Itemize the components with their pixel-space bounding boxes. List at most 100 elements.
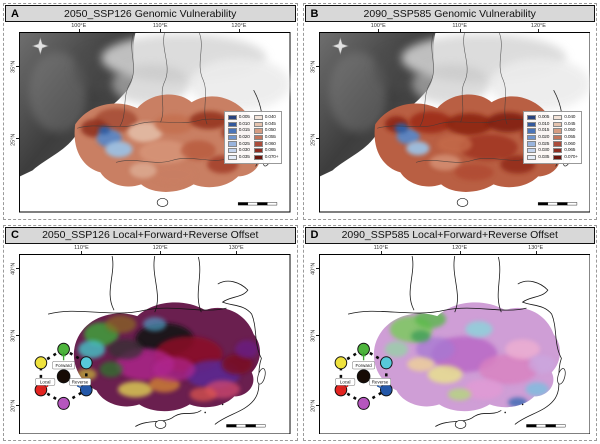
- compass-icon: [31, 37, 49, 55]
- legend-value: 0.060: [264, 141, 276, 147]
- map-d: 110°E 120°E 130°E 40°N 30°N 20°N: [310, 245, 590, 434]
- forward-label: Forward: [55, 362, 72, 367]
- legend-swatch: [227, 147, 237, 154]
- legend-value: 0.025: [238, 141, 250, 147]
- legend-swatch: [527, 121, 537, 127]
- terrain-hillshade: [319, 33, 590, 177]
- scale-bar: [537, 202, 577, 206]
- x-tick: 100°E: [370, 23, 386, 29]
- hainan-island: [454, 419, 466, 429]
- legend-low-ramp: 0.005 0.010 0.015 0.020 0.025 0.030 0.03…: [227, 114, 250, 160]
- legend-swatch: [527, 154, 537, 160]
- panel-d-header: D 2090_SSP585 Local+Forward+Reverse Offs…: [304, 226, 595, 244]
- panel-title: 2050_SSP126 Local+Forward+Reverse Offset: [42, 229, 259, 241]
- legend-swatch: [253, 147, 263, 154]
- taiwan-island: [556, 367, 566, 384]
- x-tick: 100°E: [71, 23, 87, 29]
- legend-high-ramp: 0.040 0.045 0.050 0.055 0.060 0.065 0.07…: [253, 114, 279, 160]
- map-c-canvas: Forward Local Reverse: [19, 253, 291, 434]
- legend-value: 0.050: [564, 128, 576, 134]
- reverse-arrow-icon: [380, 385, 385, 391]
- legend-high-ramp: 0.040 0.045 0.050 0.055 0.060 0.065 0.07…: [553, 114, 578, 160]
- legend-swatch: [527, 147, 537, 154]
- x-tick: 120°E: [152, 244, 168, 251]
- x-tick: 120°E: [530, 23, 546, 29]
- legend-value: 0.005: [538, 115, 550, 121]
- offset-surface: [73, 301, 261, 411]
- legend-value: 0.055: [264, 134, 276, 140]
- legend-value: 0.035: [538, 154, 550, 160]
- legend-swatch: [553, 115, 563, 121]
- offset-surface: [373, 301, 560, 411]
- legend-swatch: [527, 128, 537, 134]
- local-arrow-icon: [339, 385, 345, 391]
- province-borders: [47, 255, 266, 429]
- local-node: [34, 382, 48, 396]
- legend-swatch: [227, 141, 237, 147]
- legend-value: 0.010: [238, 121, 250, 127]
- vulnerability-surface: [374, 94, 561, 192]
- ring-node: [79, 355, 93, 369]
- legend-swatch: [253, 121, 263, 127]
- panel-a-header: A 2050_SSP126 Genomic Vulnerability: [5, 5, 296, 22]
- local-node: [334, 382, 347, 396]
- legend-value: 0.070+: [264, 154, 279, 160]
- legend-value: 0.015: [238, 128, 250, 134]
- ring-node: [356, 396, 370, 410]
- legend-value: 0.035: [238, 154, 250, 160]
- local-arrow-icon: [39, 385, 45, 391]
- hainan-island: [456, 198, 468, 207]
- panel-c: C 2050_SSP126 Local+Forward+Reverse Offs…: [3, 224, 298, 441]
- forward-arrow-icon: [61, 351, 67, 356]
- legend-swatch: [227, 134, 237, 141]
- hainan-island: [154, 419, 167, 429]
- vulnerability-legend: 0.005 0.010 0.015 0.020 0.025 0.030 0.03…: [523, 111, 582, 164]
- compass-icon: [331, 37, 349, 55]
- panel-title: 2050_SSP126 Genomic Vulnerability: [64, 7, 237, 20]
- x-tick: 120°E: [452, 244, 468, 251]
- legend-value: 0.040: [564, 115, 576, 121]
- legend-value: 0.045: [564, 121, 576, 127]
- legend-value: 0.005: [238, 115, 250, 121]
- hainan-island: [156, 198, 169, 207]
- legend-value: 0.025: [538, 141, 550, 147]
- legend-swatch: [227, 121, 237, 127]
- panel-letter: A: [11, 7, 19, 20]
- legend-swatch: [527, 134, 537, 141]
- legend-value: 0.065: [564, 148, 576, 154]
- legend-value: 0.060: [564, 141, 576, 147]
- x-tick: 130°E: [528, 244, 544, 251]
- offset-wheel-legend: Forward Local Reverse: [334, 342, 393, 410]
- legend-swatch: [553, 154, 563, 160]
- legend-value: 0.030: [538, 148, 550, 154]
- map-c: 110°E 120°E 130°E 40°N 30°N 20°N: [10, 245, 291, 434]
- x-tick: 110°E: [452, 23, 467, 29]
- legend-swatch: [253, 141, 263, 147]
- legend-swatch: [527, 115, 537, 121]
- map-d-canvas: Forward Local Reverse: [318, 253, 590, 434]
- legend-swatch: [553, 134, 563, 141]
- panel-letter: C: [11, 229, 19, 241]
- legend-low-ramp: 0.005 0.010 0.015 0.020 0.025 0.030 0.03…: [527, 114, 549, 160]
- legend-swatch: [553, 147, 563, 154]
- legend-swatch: [253, 154, 263, 160]
- legend-value: 0.030: [238, 148, 250, 154]
- ring-node: [334, 355, 347, 369]
- map-a: 100°E 110°E 120°E 35°N 25°N: [10, 23, 291, 213]
- center-node: [56, 368, 71, 383]
- legend-swatch: [553, 141, 563, 147]
- ring-node: [34, 355, 48, 369]
- panel-a: A 2050_SSP126 Genomic Vulnerability 100°…: [3, 3, 298, 220]
- legend-value: 0.015: [538, 128, 550, 134]
- map-b: 100°E 110°E 120°E 35°N 25°N: [310, 23, 590, 213]
- scale-bar: [525, 423, 565, 427]
- legend-value: 0.010: [538, 121, 550, 127]
- legend-swatch: [253, 134, 263, 141]
- legend-value: 0.020: [538, 134, 550, 140]
- reverse-label: Reverse: [72, 379, 89, 384]
- reverse-label: Reverse: [371, 379, 388, 384]
- legend-value: 0.055: [564, 134, 576, 140]
- panel-letter: B: [310, 7, 319, 20]
- reverse-arrow-icon: [80, 385, 86, 391]
